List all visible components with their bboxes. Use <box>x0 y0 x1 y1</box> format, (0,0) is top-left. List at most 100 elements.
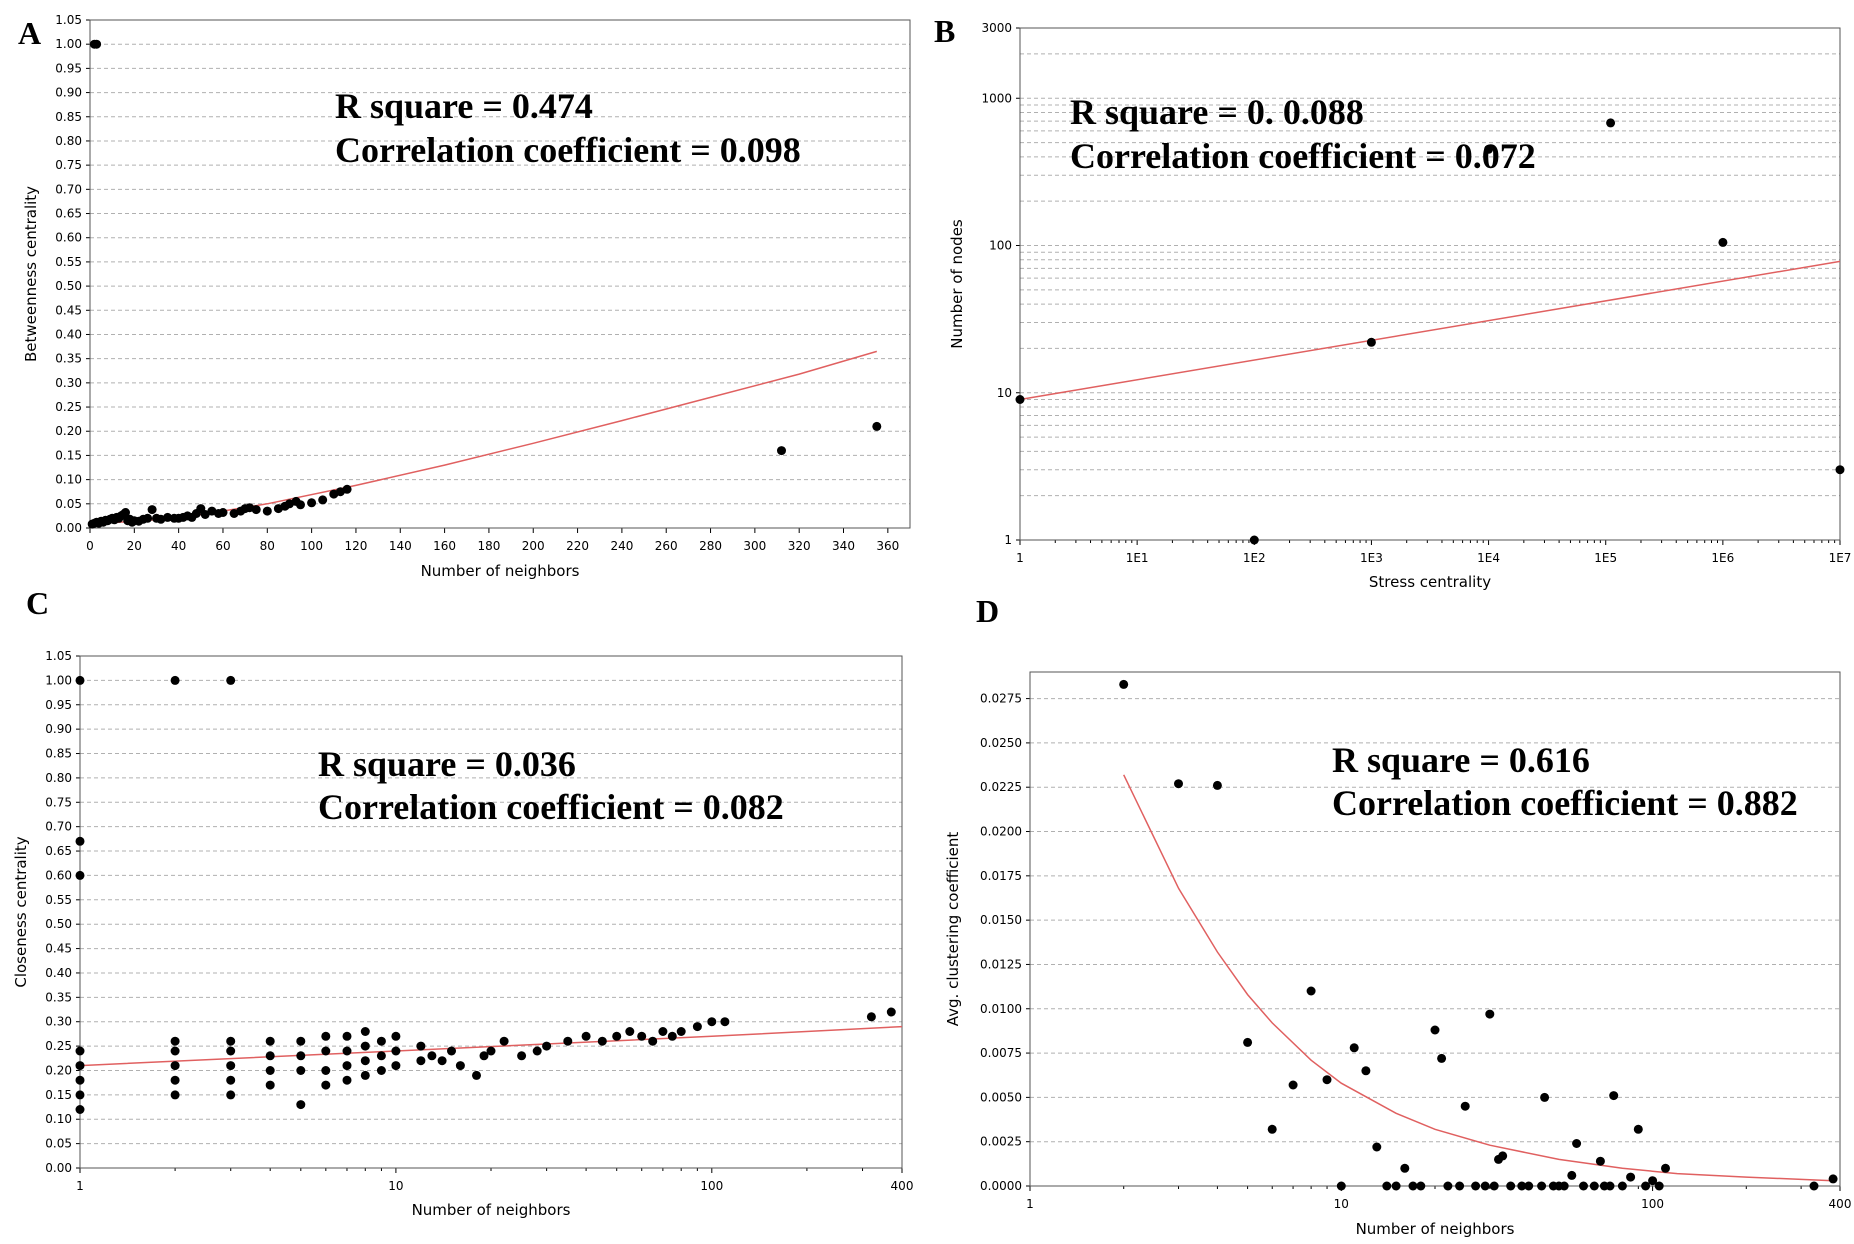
x-tick-label: 20 <box>127 539 142 553</box>
panel-a: 0.00 0.05 0.10 0.15 0.20 0.25 0.30 0.35 0.40 0.45… <box>18 13 911 580</box>
x-tick-label: 1E5 <box>1594 551 1617 565</box>
y-tick-label: 1.00 <box>55 37 82 51</box>
x-axis-label: Number of neighbors <box>412 1201 571 1219</box>
x-tick-label: 1 <box>1016 551 1024 565</box>
data-point <box>226 1061 236 1071</box>
data-point <box>265 1051 275 1061</box>
data-point <box>321 1031 331 1041</box>
panel-letter: C <box>26 585 49 621</box>
y-axis-label: Avg. clustering coefficient <box>944 832 962 1027</box>
y-tick-label: 0.45 <box>45 942 72 956</box>
r-square-annotation: R square = 0.616 <box>1332 740 1590 780</box>
data-point <box>1267 1124 1277 1134</box>
y-tick-label: 0.75 <box>55 158 82 172</box>
data-point <box>1249 535 1259 545</box>
data-point <box>1015 395 1025 404</box>
y-tick-label: 1.05 <box>55 13 82 27</box>
data-point <box>170 1061 180 1071</box>
data-point <box>342 1075 352 1085</box>
data-point <box>376 1051 386 1061</box>
y-tick-label: 3000 <box>981 21 1012 35</box>
data-point <box>75 1075 85 1085</box>
y-tick-label: 0.70 <box>55 182 82 196</box>
data-point <box>1617 1181 1627 1191</box>
y-tick-label: 0.45 <box>55 303 82 317</box>
data-point <box>1579 1181 1588 1191</box>
data-point <box>170 1090 180 1100</box>
data-point <box>517 1051 527 1061</box>
data-point <box>1372 1142 1382 1152</box>
data-point <box>612 1031 622 1041</box>
data-point <box>437 1056 447 1066</box>
data-point <box>296 1036 306 1046</box>
data-point <box>1661 1163 1670 1173</box>
data-point <box>1443 1181 1453 1191</box>
data-point <box>542 1041 552 1051</box>
data-point <box>416 1041 426 1051</box>
data-point <box>676 1027 686 1036</box>
data-point <box>597 1036 607 1046</box>
data-point <box>163 512 173 522</box>
y-tick-label: 0.50 <box>55 279 82 293</box>
data-point <box>692 1022 702 1032</box>
data-point <box>479 1051 489 1061</box>
x-tick-label: 160 <box>433 539 456 553</box>
data-point <box>427 1051 437 1061</box>
y-tick-label: 0.40 <box>55 327 82 341</box>
y-tick-label: 0.60 <box>55 231 82 245</box>
x-tick-label: 180 <box>477 539 500 553</box>
y-tick-label: 0.50 <box>45 917 72 931</box>
x-axis-label: Number of neighbors <box>1356 1220 1515 1238</box>
data-point <box>1589 1181 1599 1191</box>
regression-line <box>1019 260 1841 401</box>
data-point <box>648 1036 658 1046</box>
x-tick-label: 280 <box>699 539 722 553</box>
data-point <box>1366 337 1376 347</box>
data-point <box>1835 465 1845 475</box>
y-tick-label: 0.85 <box>55 110 82 124</box>
x-tick-label: 340 <box>832 539 855 553</box>
data-point <box>1498 1151 1508 1161</box>
y-tick-label: 0.95 <box>55 61 82 75</box>
correlation-annotation: Correlation coefficient = 0.072 <box>1070 136 1536 176</box>
x-tick-label: 320 <box>788 539 811 553</box>
data-point <box>581 1031 591 1041</box>
y-tick-label: 0.90 <box>55 86 82 100</box>
data-point <box>707 1017 717 1027</box>
plot-frame <box>89 19 911 529</box>
data-point <box>265 1066 275 1075</box>
data-point <box>75 1105 85 1114</box>
x-tick-label: 100 <box>300 539 323 553</box>
y-tick-label: 0.25 <box>45 1039 72 1053</box>
x-tick-label: 80 <box>260 539 275 553</box>
y-tick-label: 0.0000 <box>980 1179 1022 1193</box>
x-tick-label: 60 <box>215 539 230 553</box>
data-point <box>75 1061 85 1071</box>
x-tick-label: 360 <box>876 539 899 553</box>
data-point <box>886 1007 896 1017</box>
y-tick-label: 0.0125 <box>980 957 1022 971</box>
x-tick-label: 240 <box>610 539 633 553</box>
data-point <box>1382 1181 1392 1191</box>
x-tick-label: 0 <box>86 539 94 553</box>
y-tick-label: 100 <box>989 239 1012 253</box>
data-point <box>75 836 85 846</box>
x-tick-label: 1E6 <box>1711 551 1734 565</box>
data-point <box>170 1046 180 1056</box>
data-point <box>563 1036 573 1046</box>
y-tick-label: 0.10 <box>55 473 82 487</box>
data-point <box>360 1041 370 1051</box>
y-tick-label: 0.80 <box>55 134 82 148</box>
x-tick-label: 140 <box>389 539 412 553</box>
data-point <box>170 1075 180 1085</box>
data-point <box>170 1036 180 1046</box>
data-point <box>1416 1181 1426 1191</box>
data-point <box>1349 1043 1359 1053</box>
data-point <box>1540 1092 1550 1102</box>
data-point <box>1718 237 1728 247</box>
data-point <box>1391 1181 1401 1191</box>
data-point <box>1437 1053 1447 1063</box>
y-tick-label: 0.60 <box>45 868 72 882</box>
data-point <box>1485 1009 1495 1019</box>
correlation-annotation: Correlation coefficient = 0.098 <box>335 130 801 170</box>
